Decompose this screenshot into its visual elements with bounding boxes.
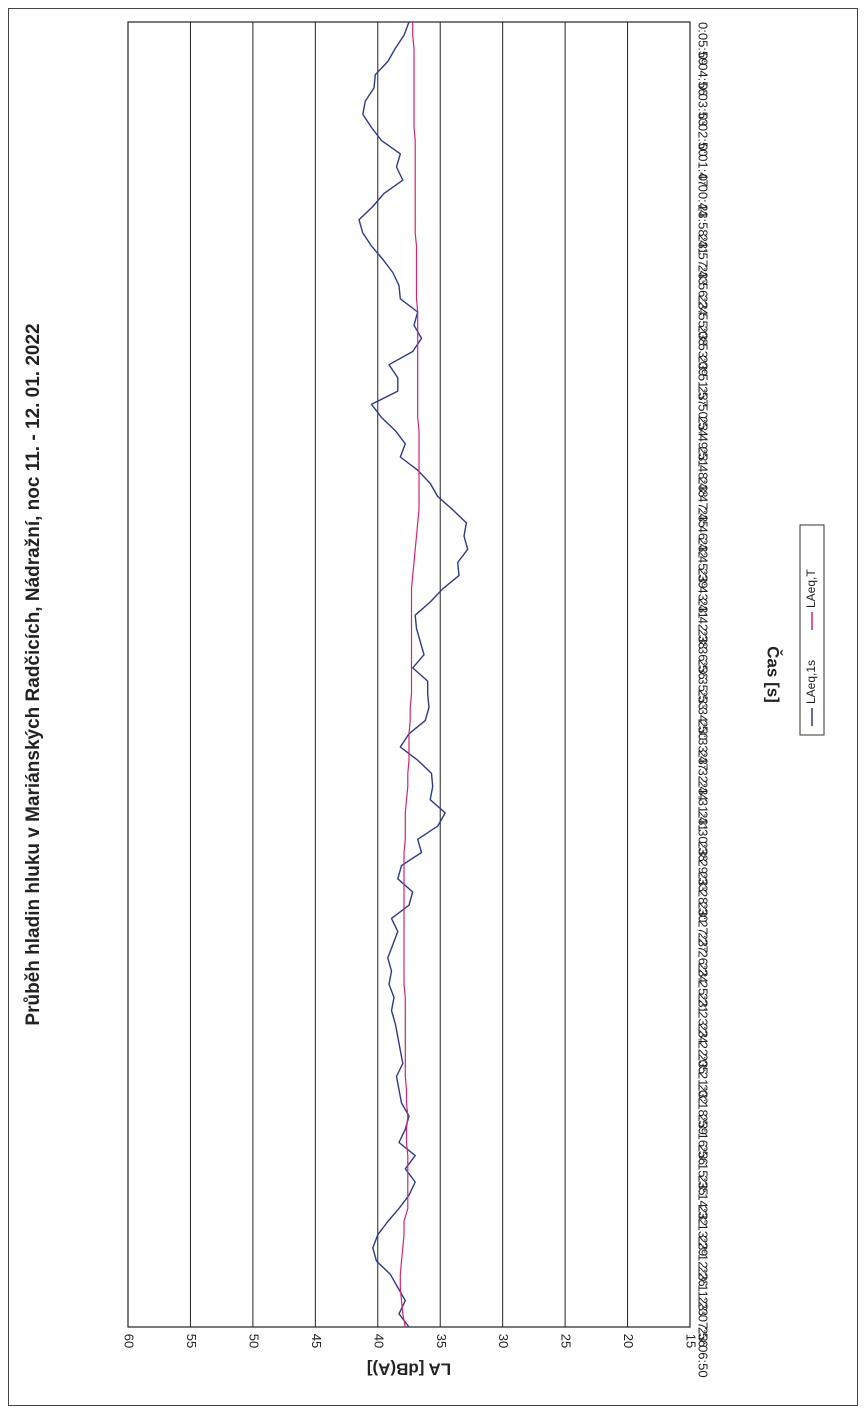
y-tick-label: 20 bbox=[621, 1334, 636, 1348]
y-tick-label: 50 bbox=[246, 1334, 261, 1348]
x-tick-label: 0:00:44 bbox=[696, 174, 711, 217]
chart-frame bbox=[8, 8, 858, 1406]
y-tick-label: 45 bbox=[309, 1334, 324, 1348]
x-tick-labels: 23:06:5023:07:5623:11:2323:12:2623:13:29… bbox=[696, 22, 711, 1378]
x-tick-label: 23:56:24 bbox=[696, 265, 711, 316]
x-tick-label: 23:22:05 bbox=[696, 1024, 711, 1075]
series-laeq-1s-line bbox=[358, 21, 469, 1328]
series-laeq-t-line bbox=[399, 22, 420, 1328]
plot-area bbox=[127, 21, 691, 1328]
x-tick-label: 23:21:02 bbox=[696, 1054, 711, 1105]
x-tick-label: 23:58:41 bbox=[696, 204, 711, 255]
x-tick-label: 23:33:47 bbox=[696, 720, 711, 771]
x-tick-label: 23:32:44 bbox=[696, 750, 711, 801]
x-tick-label: 0:02:50 bbox=[696, 113, 711, 156]
x-tick-label: 23:13:29 bbox=[696, 1206, 711, 1257]
y-tick-label: 35 bbox=[434, 1334, 449, 1348]
x-tick-label: 23:16:56 bbox=[696, 1115, 711, 1166]
x-tick-label: 23:27:27 bbox=[696, 902, 711, 953]
y-tick-label: 40 bbox=[371, 1334, 386, 1348]
x-tick-label: 23:53:09 bbox=[696, 325, 711, 376]
x-tick-label: 23:23:24 bbox=[696, 993, 711, 1044]
x-tick-label: 23:51:57 bbox=[696, 356, 711, 407]
x-tick-label: 23:49:51 bbox=[696, 417, 711, 468]
x-tick-label: 23:07:56 bbox=[696, 1297, 711, 1348]
x-tick-label: 23:43:41 bbox=[696, 568, 711, 619]
y-axis-title: LA [dB(A)] bbox=[367, 1360, 451, 1379]
x-tick-label: 23:50:54 bbox=[696, 386, 711, 437]
x-tick-label: 23:14:32 bbox=[696, 1175, 711, 1226]
x-tick-label: 23:06:50 bbox=[696, 1327, 711, 1378]
x-tick-label: 23:45:39 bbox=[696, 538, 711, 589]
legend-label-laeq-1s: LAeq,1s bbox=[804, 660, 818, 704]
y-tick-label: 55 bbox=[184, 1334, 199, 1348]
x-tick-label: 23:26:24 bbox=[696, 932, 711, 983]
x-tick-label: 23:11:23 bbox=[696, 1266, 711, 1316]
x-tick-label: 0:04:56 bbox=[696, 52, 711, 95]
x-tick-label: 23:42:38 bbox=[696, 599, 711, 650]
y-tick-labels: 15 20 25 30 35 40 45 50 55 60 bbox=[122, 1334, 699, 1348]
legend: LAeq,1s LAeq,T bbox=[799, 524, 825, 736]
x-axis-title: Čas [s] bbox=[764, 646, 783, 703]
x-tick-label: 23:35:53 bbox=[696, 659, 711, 710]
x-tick-label: 23:34:50 bbox=[696, 690, 711, 741]
grid-lines bbox=[189, 22, 629, 1327]
x-tick-label: 0:03:53 bbox=[696, 83, 711, 126]
x-tick-label: 23:18:59 bbox=[696, 1084, 711, 1135]
x-tick-label: 23:29:33 bbox=[696, 841, 711, 892]
x-tick-label: 23:55:08 bbox=[696, 295, 711, 346]
x-tick-label: 23:15:35 bbox=[696, 1145, 711, 1196]
x-tick-label: 23:46:42 bbox=[696, 508, 711, 559]
y-tick-label: 30 bbox=[496, 1334, 511, 1348]
x-tick-label: 23:48:48 bbox=[696, 447, 711, 498]
x-tick-label: 23:28:30 bbox=[696, 872, 711, 923]
x-tick-label: 23:31:41 bbox=[696, 781, 711, 832]
chart-title: Průběh hladin hluku v Mariánských Radčic… bbox=[23, 323, 44, 1025]
x-tick-label: 23:25:21 bbox=[696, 963, 711, 1014]
x-tick-label: 23:47:45 bbox=[696, 477, 711, 528]
y-tick-label: 25 bbox=[559, 1334, 574, 1348]
x-tick-label: 23:30:38 bbox=[696, 811, 711, 862]
x-tick-label: 0:01:47 bbox=[696, 143, 711, 186]
legend-label-laeq-t: LAeq,T bbox=[804, 569, 818, 608]
y-tick-label: 15 bbox=[684, 1334, 699, 1348]
y-tick-label: 60 bbox=[122, 1334, 137, 1348]
x-tick-label: 23:57:43 bbox=[696, 234, 711, 285]
x-tick-label: 0:05:59 bbox=[696, 22, 711, 65]
series-layer bbox=[358, 21, 469, 1328]
x-tick-label: 23:36:56 bbox=[696, 629, 711, 680]
x-tick-label: 23:12:26 bbox=[696, 1236, 711, 1287]
